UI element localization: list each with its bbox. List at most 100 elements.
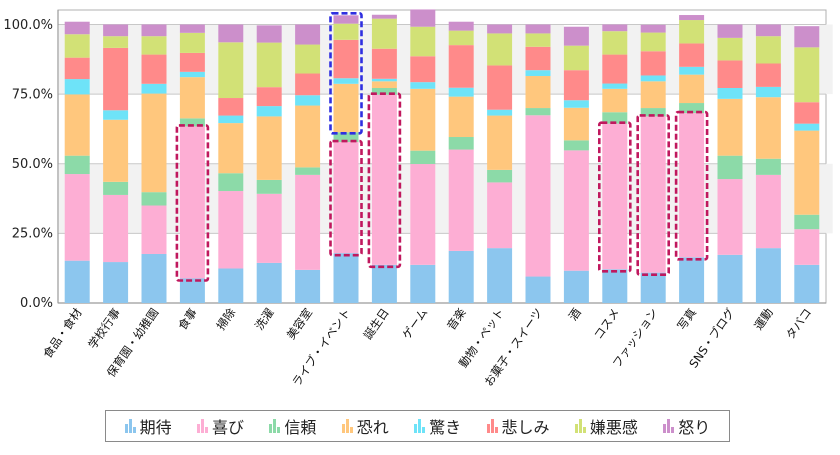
- bar-chart-icon: [574, 419, 586, 433]
- bar-segment: [487, 169, 513, 183]
- grid-band: [204, 24, 219, 95]
- bar-segment: [448, 87, 474, 97]
- bar-segment: [525, 108, 551, 116]
- bar-stack: [602, 24, 628, 303]
- highlight-box: [674, 110, 709, 261]
- grid-layer: [57, 9, 833, 304]
- bar-segment: [179, 52, 205, 72]
- bar-segment: [679, 103, 705, 114]
- grid-band: [780, 163, 795, 234]
- bar-segment: [679, 74, 705, 104]
- bar-segment: [602, 54, 628, 84]
- bar-segment: [448, 45, 474, 88]
- bar-chart-icon: [663, 419, 675, 433]
- bar-segment: [218, 24, 244, 43]
- legend-label: 悲しみ: [501, 418, 550, 437]
- bar-segment: [717, 254, 743, 303]
- bar-segment: [563, 140, 589, 151]
- bar-segment: [179, 71, 205, 78]
- bar-segment: [755, 86, 781, 98]
- grid-band: [665, 24, 680, 95]
- bar-segment: [64, 34, 90, 58]
- legend-label: 恐れ: [356, 418, 389, 437]
- bar-segment: [333, 83, 359, 133]
- bar-segment: [602, 269, 628, 303]
- bar-stack: [448, 21, 474, 303]
- bar-segment: [256, 25, 282, 43]
- bar-segment: [525, 46, 551, 71]
- legend-label: 驚き: [429, 418, 462, 437]
- bar-segment: [525, 24, 551, 34]
- bar-segment: [410, 82, 436, 89]
- bar-segment: [640, 24, 666, 33]
- bar-segment: [218, 268, 244, 303]
- x-tick-label: 学校行事: [85, 306, 123, 352]
- bar-stack: [141, 24, 167, 303]
- grid-band: [243, 24, 257, 95]
- x-tick-label: 酒: [566, 306, 584, 323]
- bar-segment: [410, 88, 436, 151]
- bar-stack: [755, 24, 781, 303]
- bar-segment: [755, 174, 781, 249]
- bar-stack: [679, 15, 705, 303]
- grid-band: [780, 24, 795, 95]
- legend-item: 期待: [124, 414, 172, 438]
- bar-stack: [563, 26, 589, 303]
- bar-segment: [256, 87, 282, 107]
- x-tick-label: 食品・食材: [40, 305, 85, 361]
- bar-segment: [679, 66, 705, 75]
- bar-segment: [333, 15, 359, 24]
- bar-segment: [371, 78, 397, 82]
- bar-segment: [64, 21, 90, 35]
- bar-segment: [640, 116, 666, 273]
- grid-band: [512, 24, 526, 95]
- bar-chart-icon: [197, 419, 209, 433]
- bar-segment: [640, 51, 666, 76]
- bar-segment: [371, 14, 397, 19]
- bar-segment: [717, 37, 743, 61]
- bar-segment: [525, 70, 551, 77]
- bar-segment: [218, 98, 244, 116]
- bar-stack: [218, 24, 244, 303]
- bar-segment: [295, 167, 321, 175]
- bar-stack: [794, 26, 820, 303]
- bar-stack: [295, 24, 321, 303]
- bar-segment: [371, 81, 397, 88]
- legend-label: 期待: [139, 418, 172, 437]
- bar-segment: [563, 26, 589, 46]
- bar-segment: [487, 109, 513, 116]
- bar-segment: [794, 264, 820, 303]
- bar-segment: [794, 229, 820, 265]
- bar-segment: [755, 248, 781, 303]
- highlight-box: [597, 121, 632, 273]
- annotations-layer: [175, 12, 709, 282]
- bar-segment: [64, 260, 90, 303]
- bar-segment: [333, 142, 359, 254]
- grid-band: [396, 163, 411, 234]
- bar-stack: [410, 9, 436, 303]
- legend-item: 信頼: [269, 414, 316, 438]
- bar-segment: [64, 79, 90, 95]
- grid-band: [819, 163, 833, 234]
- bar-stack: [256, 25, 282, 303]
- y-tick-label: 75.0%: [12, 88, 53, 103]
- bar-segment: [218, 115, 244, 124]
- bar-segment: [563, 100, 589, 108]
- bar-segment: [103, 181, 129, 195]
- x-tick-label: 掃除: [214, 305, 239, 332]
- grid-band: [128, 163, 142, 234]
- grid-band: [320, 24, 334, 95]
- bar-segment: [410, 164, 436, 265]
- bar-segment: [333, 39, 359, 79]
- bar-segment: [103, 194, 129, 263]
- bar-segment: [64, 94, 90, 156]
- x-tick-label: 音楽: [444, 305, 469, 332]
- bar-segment: [755, 24, 781, 37]
- bar-segment: [218, 123, 244, 174]
- legend-item: 驚き: [414, 414, 461, 438]
- grid-band: [281, 163, 296, 234]
- highlight-box: [329, 139, 363, 257]
- bar-stack: [525, 24, 551, 303]
- bar-segment: [179, 278, 205, 303]
- bar-segment: [179, 118, 205, 127]
